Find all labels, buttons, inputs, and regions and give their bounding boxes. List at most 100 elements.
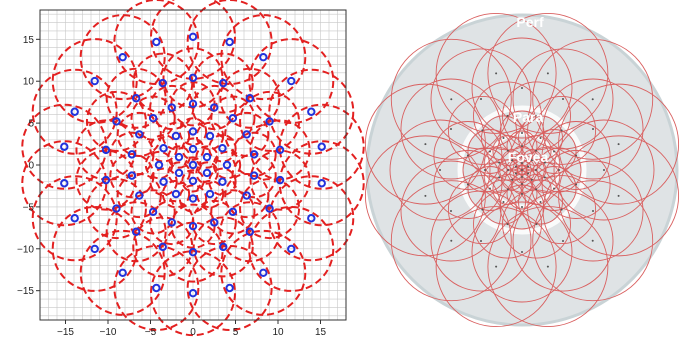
receptive-field — [178, 117, 208, 146]
x-tick-label: 5 — [233, 327, 239, 338]
receptive-field-circle — [487, 206, 609, 328]
receptive-field-circle — [542, 78, 644, 180]
field-center — [553, 187, 556, 190]
receptive-field-circles — [364, 12, 680, 328]
periphery-label: Perf — [516, 14, 544, 30]
receptive-field-circle — [512, 48, 614, 150]
receptive-field — [150, 0, 236, 80]
sensor-point — [131, 227, 141, 236]
field-center — [514, 172, 517, 175]
field-center — [521, 251, 523, 253]
receptive-field — [219, 201, 281, 263]
receptive-field — [248, 205, 335, 292]
field-center — [592, 128, 595, 130]
sensor-point — [167, 103, 176, 112]
sensor-point — [210, 218, 219, 227]
receptive-field — [167, 161, 191, 185]
field-center — [535, 114, 538, 117]
receptive-field-circle — [512, 190, 614, 292]
receptive-field-circle — [487, 12, 609, 134]
field-center — [521, 193, 523, 195]
field-center — [488, 150, 491, 153]
sensor-point — [101, 145, 111, 155]
receptive-field — [85, 90, 147, 152]
field-center — [543, 161, 546, 164]
sensor-point — [275, 175, 285, 185]
field-center — [562, 97, 564, 100]
receptive-field — [224, 172, 270, 219]
field-center — [527, 165, 530, 168]
sensor-point — [167, 218, 176, 227]
field-center — [449, 210, 452, 212]
sensor-point — [70, 214, 79, 223]
field-center — [481, 129, 484, 132]
receptive-field — [224, 111, 270, 158]
sensor-point — [188, 288, 198, 298]
field-center — [484, 169, 486, 171]
sensor-point — [101, 175, 111, 185]
sensor-point — [287, 244, 296, 254]
sensor-points — [60, 32, 326, 298]
field-center — [502, 201, 505, 204]
receptive-field-circle — [433, 121, 503, 190]
field-center — [530, 178, 533, 181]
sensor-point — [188, 176, 198, 186]
receptive-field — [31, 68, 118, 155]
grid — [39, 10, 347, 320]
x-tick-label: −10 — [100, 327, 117, 338]
sensor-point — [159, 177, 168, 186]
field-center — [514, 165, 517, 168]
receptive-field-circle — [435, 12, 557, 134]
receptive-field — [144, 150, 174, 180]
receptive-field — [220, 229, 307, 316]
sensor-point — [317, 142, 326, 151]
receptive-field — [113, 0, 200, 85]
receptive-field-circle — [553, 119, 655, 221]
receptive-field-circle — [497, 159, 519, 181]
sensor-point — [188, 73, 198, 83]
receptive-field-circle — [506, 178, 538, 210]
y-tick-label: −10 — [17, 244, 34, 255]
sensor-point — [112, 117, 121, 126]
field-center — [592, 210, 595, 212]
sensor-point — [222, 160, 232, 170]
field-center — [498, 161, 501, 164]
receptive-field-circle — [558, 135, 680, 257]
sensor-point — [148, 113, 158, 123]
field-center — [535, 169, 537, 171]
sensor-point — [218, 144, 227, 153]
sensor-point — [219, 78, 228, 88]
field-center — [560, 208, 563, 211]
sensor-point — [148, 207, 158, 217]
sensor-point — [127, 171, 137, 180]
sensor-point — [225, 37, 234, 47]
field-center — [439, 169, 441, 171]
y-tick-label: 5 — [28, 119, 34, 130]
field-center — [603, 169, 605, 171]
receptive-field — [149, 167, 178, 196]
x-tick-label: 0 — [190, 327, 196, 338]
sensor-point — [159, 144, 168, 153]
field-center — [521, 155, 523, 157]
receptive-field-circle — [527, 95, 597, 165]
receptive-field — [192, 52, 254, 114]
field-center — [506, 114, 509, 117]
receptive-field-circle — [430, 48, 532, 150]
field-center — [617, 194, 620, 197]
sensor-point — [265, 204, 274, 213]
field-center — [521, 162, 523, 164]
field-center — [488, 187, 491, 190]
receptive-field — [149, 134, 178, 163]
receptive-field — [132, 216, 194, 278]
field-center — [591, 98, 594, 101]
sensor-point — [188, 160, 198, 170]
receptive-field — [212, 150, 242, 180]
sensor-point — [188, 32, 198, 42]
sensor-point — [174, 152, 184, 162]
field-center — [495, 72, 498, 75]
sensor-point — [135, 130, 144, 139]
field-center — [481, 208, 484, 211]
receptive-field-circle — [527, 175, 597, 245]
sensor-point — [118, 52, 127, 62]
x-tick-label: −15 — [57, 327, 74, 338]
